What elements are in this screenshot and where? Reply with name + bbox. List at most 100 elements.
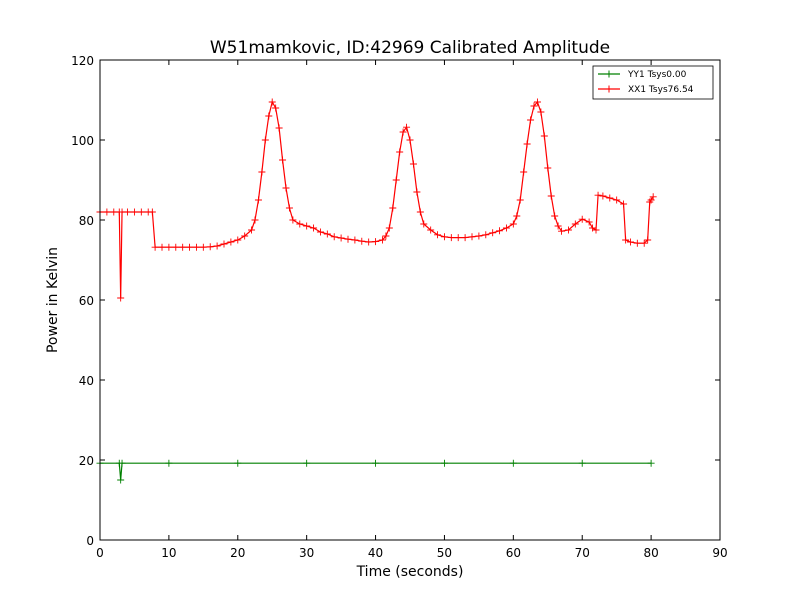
data-point: [594, 191, 602, 199]
data-point: [382, 232, 390, 240]
data-point: [533, 98, 541, 106]
legend-swatch-marker: [605, 85, 613, 93]
x-tick-label: 40: [368, 546, 383, 560]
data-point: [434, 231, 442, 239]
data-point: [633, 239, 641, 247]
data-point: [475, 232, 483, 240]
y-axis-label: Power in Kelvin: [45, 247, 61, 353]
data-point: [578, 215, 586, 223]
data-point: [520, 168, 528, 176]
data-point: [413, 188, 421, 196]
data-point: [151, 243, 159, 251]
data-point: [647, 459, 655, 467]
series-1: [96, 98, 657, 302]
legend: YY1 Tsys0.00 XX1 Tsys76.54: [592, 65, 714, 100]
data-point: [482, 231, 490, 239]
data-point: [272, 104, 280, 112]
y-tick-label: 120: [71, 54, 94, 68]
data-point: [558, 227, 566, 235]
data-point: [409, 160, 417, 168]
data-point: [165, 243, 173, 251]
chart-title: W51mamkovic, ID:42969 Calibrated Amplitu…: [210, 38, 610, 58]
data-point: [640, 239, 648, 247]
data-point: [351, 236, 359, 244]
data-point: [578, 459, 586, 467]
data-point: [172, 243, 180, 251]
data-point: [234, 236, 242, 244]
data-point: [192, 243, 200, 251]
data-point: [279, 156, 287, 164]
data-point: [509, 220, 517, 228]
x-axis-label: Time (seconds): [356, 564, 464, 580]
data-point: [282, 184, 290, 192]
data-point: [399, 128, 407, 136]
data-point: [530, 102, 538, 110]
data-point: [620, 200, 628, 208]
data-point: [213, 242, 221, 250]
data-point: [117, 476, 125, 484]
data-point: [265, 112, 273, 120]
data-point: [275, 124, 283, 132]
data-point: [406, 136, 414, 144]
data-point: [130, 208, 138, 216]
data-point: [396, 148, 404, 156]
data-point: [241, 232, 249, 240]
data-point: [554, 222, 562, 230]
data-point: [372, 238, 380, 246]
data-point: [537, 108, 545, 116]
data-point: [420, 220, 428, 228]
data-point: [137, 208, 145, 216]
data-point: [258, 168, 266, 176]
data-point: [303, 222, 311, 230]
x-tick-label: 70: [575, 546, 590, 560]
data-point: [179, 243, 187, 251]
legend-swatch-marker: [605, 70, 613, 78]
data-point: [502, 224, 510, 232]
data-point: [540, 132, 548, 140]
x-tick-label: 50: [437, 546, 452, 560]
y-tick-label: 0: [86, 534, 94, 548]
y-tick-label: 100: [71, 134, 94, 148]
x-tick-label: 20: [230, 546, 245, 560]
data-point: [551, 212, 559, 220]
data-point: [606, 194, 614, 202]
data-point: [527, 116, 535, 124]
data-point: [206, 243, 214, 251]
data-point: [440, 233, 448, 241]
data-point: [220, 240, 228, 248]
data-point: [372, 459, 380, 467]
data-point: [649, 193, 657, 201]
data-point: [248, 226, 256, 234]
data-point: [378, 236, 386, 244]
y-tick-label: 80: [79, 214, 94, 228]
data-point: [337, 234, 345, 242]
data-point: [234, 459, 242, 467]
data-point: [358, 237, 366, 245]
legend-label: XX1 Tsys76.54: [628, 85, 694, 95]
data-point: [440, 459, 448, 467]
data-point: [571, 220, 579, 228]
data-point: [316, 228, 324, 236]
data-point: [592, 226, 600, 234]
legend-box: [592, 65, 714, 100]
data-point: [323, 230, 331, 238]
data-point: [303, 459, 311, 467]
y-tick-label: 20: [79, 454, 94, 468]
data-point: [296, 220, 304, 228]
data-point: [310, 224, 318, 232]
data-point: [330, 233, 338, 241]
data-point: [427, 226, 435, 234]
data-point: [261, 136, 269, 144]
data-point: [644, 236, 652, 244]
x-tick-label: 80: [643, 546, 658, 560]
data-point: [158, 243, 166, 251]
data-point: [103, 208, 111, 216]
data-point: [365, 238, 373, 246]
data-point: [509, 459, 517, 467]
data-point: [254, 196, 262, 204]
data-point: [496, 227, 504, 235]
data-point: [547, 192, 555, 200]
data-point: [118, 459, 126, 467]
data-point: [148, 208, 156, 216]
